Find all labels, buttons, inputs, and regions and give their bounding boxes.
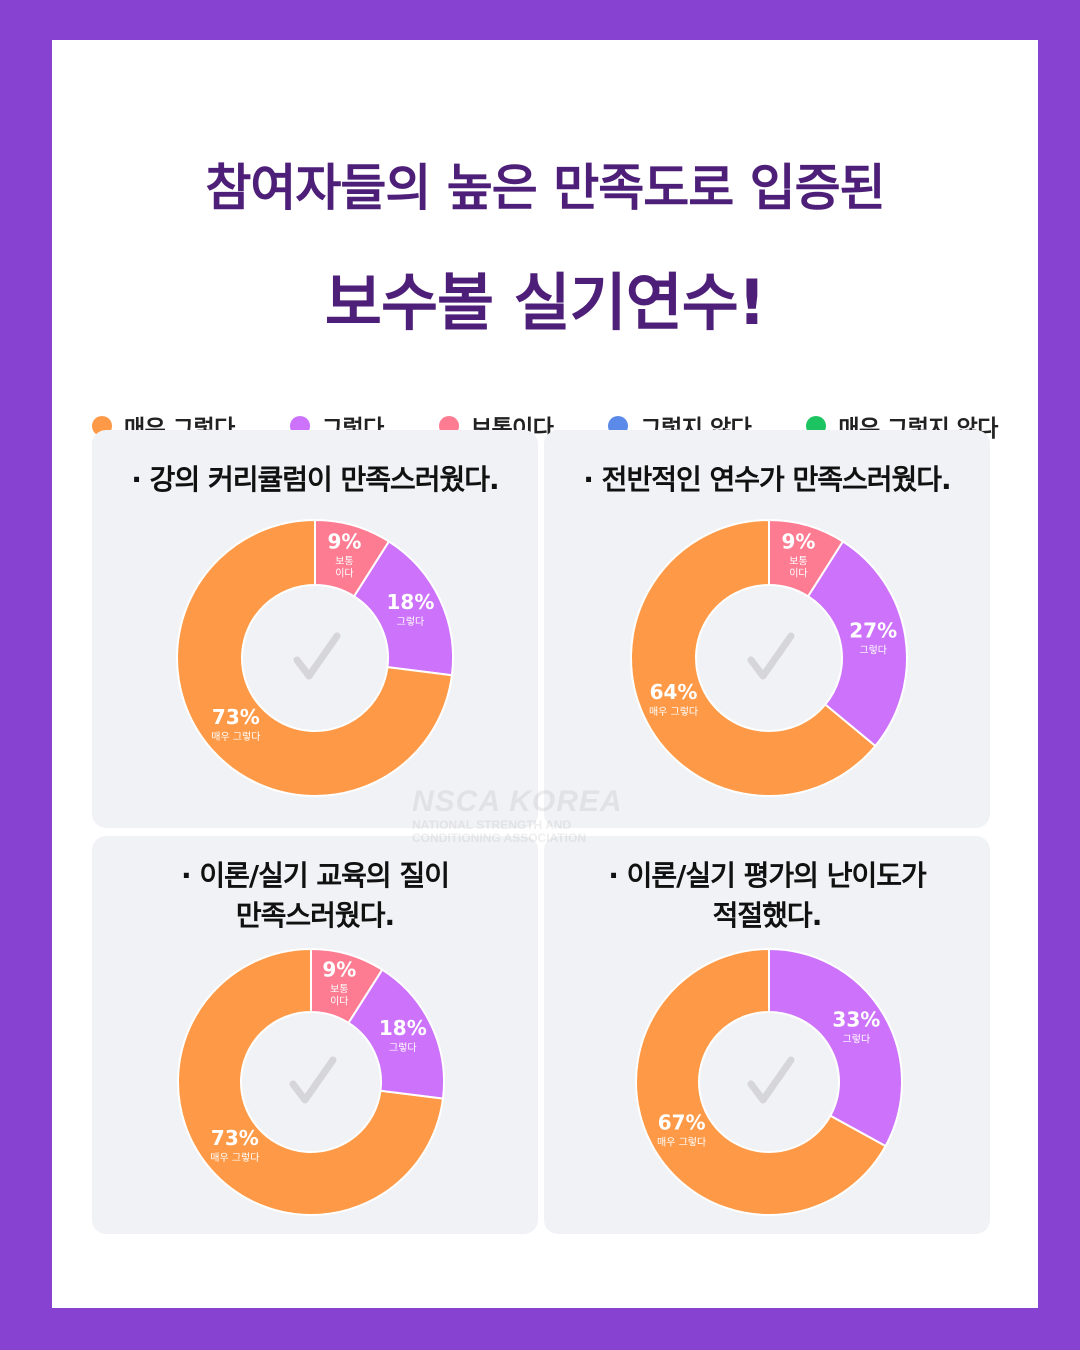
- check-mark-icon: [747, 1056, 795, 1104]
- page-title-line2: 보수볼 실기연수!: [324, 266, 766, 339]
- slice-percent-label: 27%: [849, 618, 897, 642]
- donut-slice: [635, 947, 887, 1216]
- chart-title: · 이론/실기 교육의 질이 만족스러웠다.: [181, 859, 450, 932]
- slice-percent-label: 9%: [322, 958, 356, 982]
- chart-panel-curriculum: · 강의 커리큘럼이 만족스러웠다. 9% 보통 이다 18% 그렇다 73% 매우 그렇다: [92, 430, 538, 828]
- chart-panel-overall: · 전반적인 연수가 만족스러웠다. 9% 보통 이다 27% 그렇다 64% 매우 그렇다: [544, 430, 990, 828]
- slice-category-label: 이다: [789, 568, 807, 580]
- donut-chart-curriculum: 9% 보통이다 18%그렇다 73%매우 그렇다: [176, 518, 454, 797]
- slice-percent-label: 9%: [781, 530, 815, 554]
- slice-percent-label: 18%: [387, 590, 435, 614]
- slice-category-label: 매우 그렇다: [657, 1136, 706, 1149]
- slice-category-label: 그렇다: [859, 643, 887, 656]
- donut-slice: [768, 947, 903, 1148]
- slice-percent-label: 73%: [211, 1126, 259, 1150]
- donut-chart-evaluation-difficulty: 33%그렇다 67%매우 그렇다: [635, 947, 903, 1216]
- donut-chart-overall: 9% 보통이다 27%그렇다 64%매우 그렇다: [630, 518, 908, 797]
- donut-slice: [177, 947, 445, 1216]
- check-mark-icon: [747, 632, 795, 680]
- slice-category-label: 매우 그렇다: [210, 1151, 259, 1164]
- slice-percent-label: 33%: [832, 1007, 880, 1031]
- chart-title: · 이론/실기 평가의 난이도가 적절했다.: [608, 859, 926, 932]
- slice-category-label: 그렇다: [389, 1041, 417, 1054]
- slice-percent-label: 9%: [327, 530, 361, 554]
- content-card: 참여자들의 높은 만족도로 입증된 보수볼 실기연수! 매우 그렇다 그렇다 보…: [52, 40, 1038, 1308]
- watermark-logo: NSCA KOREA NATIONAL STRENGTH AND CONDITI…: [412, 785, 623, 845]
- watermark-line1: NATIONAL STRENGTH AND: [412, 818, 572, 832]
- slice-category-label: 보통: [330, 984, 348, 996]
- chart-panel-education-quality: · 이론/실기 교육의 질이 만족스러웠다. 9% 보통 이다 18% 그렇다 73% 매우…: [92, 836, 538, 1234]
- slice-category-label: 그렇다: [843, 1032, 871, 1045]
- slice-percent-label: 64%: [650, 680, 698, 704]
- slice-category-label: 보통: [789, 556, 807, 568]
- slice-percent-label: 67%: [658, 1111, 706, 1135]
- donut-slice: [630, 518, 877, 797]
- watermark-line2: CONDITIONING ASSOCIATION: [412, 831, 586, 845]
- donut-chart-education-quality: 9% 보통이다 18%그렇다 73%매우 그렇다: [177, 947, 445, 1216]
- slice-category-label: 이다: [335, 568, 353, 580]
- slice-category-label: 매우 그렇다: [649, 705, 698, 718]
- slice-category-label: 이다: [330, 996, 348, 1008]
- slice-percent-label: 18%: [379, 1016, 427, 1040]
- slice-category-label: 매우 그렇다: [211, 730, 260, 743]
- check-mark-icon: [289, 1056, 337, 1104]
- donut-slice: [176, 518, 454, 797]
- slice-category-label: 그렇다: [397, 615, 425, 628]
- watermark-name: NSCA KOREA: [412, 785, 623, 818]
- slice-category-label: 보통: [335, 556, 353, 568]
- check-mark-icon: [293, 632, 341, 680]
- chart-title: · 전반적인 연수가 만족스러웠다.: [583, 463, 951, 496]
- donut-slice: [806, 540, 908, 748]
- page-title-line1: 참여자들의 높은 만족도로 입증된: [205, 159, 885, 217]
- chart-title: · 강의 커리큘럼이 만족스러웠다.: [131, 463, 499, 496]
- chart-panel-evaluation-difficulty: · 이론/실기 평가의 난이도가 적절했다. 33% 그렇다 67% 매우 그렇다: [544, 836, 990, 1234]
- slice-percent-label: 73%: [212, 705, 260, 729]
